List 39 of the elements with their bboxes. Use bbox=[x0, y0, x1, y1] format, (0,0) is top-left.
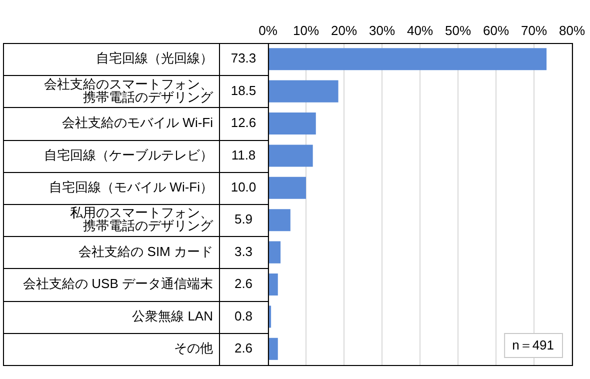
x-tick-label: 60% bbox=[482, 22, 510, 38]
bar bbox=[268, 241, 281, 264]
y-tick-label: 会社支給の SIM カード bbox=[78, 244, 213, 259]
data-label: 0.8 bbox=[234, 308, 253, 324]
data-label: 5.9 bbox=[234, 212, 253, 227]
x-tick-label: 20% bbox=[330, 22, 358, 38]
data-label: 73.3 bbox=[230, 50, 256, 66]
x-tick-label: 70% bbox=[520, 22, 548, 38]
y-tick-label: 自宅回線（ケーブルテレビ） bbox=[44, 147, 213, 162]
bar bbox=[268, 144, 313, 167]
bar bbox=[268, 338, 278, 360]
bar bbox=[268, 112, 316, 135]
y-tick-label: 会社支給のモバイル Wi-Fi bbox=[62, 115, 214, 130]
y-tick-label: その他 bbox=[174, 340, 213, 356]
bar bbox=[268, 80, 338, 102]
data-label: 12.6 bbox=[230, 115, 256, 130]
bar bbox=[268, 209, 290, 232]
x-tick-label: 50% bbox=[444, 22, 472, 38]
y-tick-label: 会社支給の USB データ通信端末 bbox=[23, 276, 213, 292]
y-tick-label: 会社支給のスマートフォン、携帯電話のデザリング bbox=[44, 76, 214, 104]
x-tick-label: 0% bbox=[258, 22, 278, 38]
annotation: n＝491 bbox=[512, 338, 554, 353]
y-tick-label: 自宅回線（モバイル Wi-Fi） bbox=[49, 179, 213, 194]
y-tick-label: 公衆無線 LAN bbox=[132, 308, 213, 324]
bar bbox=[268, 48, 547, 70]
bar bbox=[268, 176, 306, 199]
data-label: 10.0 bbox=[230, 179, 256, 194]
x-tick-label: 10% bbox=[292, 22, 320, 38]
x-tick-label: 80% bbox=[558, 22, 586, 38]
data-label: 2.6 bbox=[234, 340, 253, 356]
y-tick-label: 私用のスマートフォン、携帯電話のデザリング bbox=[70, 205, 214, 234]
bar bbox=[268, 273, 278, 296]
y-tick-label: 自宅回線（光回線） bbox=[96, 50, 213, 66]
data-label: 11.8 bbox=[231, 147, 256, 162]
x-tick-label: 40% bbox=[406, 22, 434, 38]
data-label: 3.3 bbox=[234, 244, 253, 259]
data-label: 18.5 bbox=[230, 82, 256, 98]
data-label: 2.6 bbox=[234, 276, 253, 292]
x-tick-label: 30% bbox=[368, 22, 396, 38]
